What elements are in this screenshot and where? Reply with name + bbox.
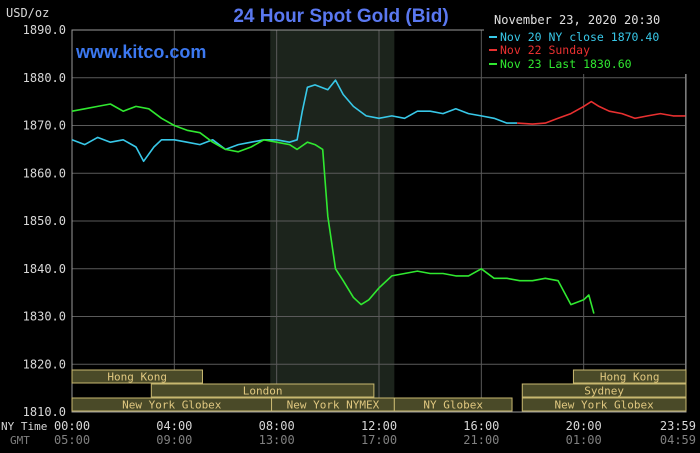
session-bar (521, 383, 687, 398)
x-tick-label-ny: 16:00 (463, 419, 499, 433)
session-label: Sydney (584, 385, 624, 398)
legend: Nov 20 NY close 1870.40 Nov 22 Sunday No… (484, 28, 692, 74)
y-tick-label: 1860.0 (23, 166, 66, 180)
legend-item-nov23: Nov 23 Last 1830.60 (500, 57, 632, 71)
x-tick-label-ny: 08:00 (259, 419, 295, 433)
session-ny-globex: NY Globex (393, 397, 513, 412)
session-sydney: Sydney (521, 383, 687, 398)
watermark: www.kitco.com (75, 42, 206, 62)
legend-item-nov22: Nov 22 Sunday (500, 43, 590, 57)
x-tick-label-gmt: 05:00 (54, 433, 90, 447)
session-new-york-nymex: New York NYMEX (271, 397, 395, 412)
series-nov-23-last-1830-60 (71, 103, 595, 314)
y-tick-label: 1830.0 (23, 310, 66, 324)
session-bar (572, 369, 687, 384)
session-new-york-globex: New York Globex (521, 397, 687, 412)
legend-item-nov20: Nov 20 NY close 1870.40 (500, 30, 659, 44)
legend-box (484, 28, 692, 74)
session-label: Hong Kong (600, 371, 660, 384)
x-tick-label-ny: 20:00 (566, 419, 602, 433)
grid (71, 29, 687, 413)
session-label: New York Globex (122, 399, 222, 412)
x-tick-label-gmt: 04:59 (660, 433, 696, 447)
session-hong-kong: Hong Kong (572, 369, 687, 384)
x-tick-label-ny: 04:00 (156, 419, 192, 433)
session-bar (521, 397, 687, 412)
y-axis: 1890.0 1880.0 1870.0 1860.0 1850.0 1840.0 1830… (23, 23, 66, 419)
y-tick-label: 1840.0 (23, 262, 66, 276)
x-tick-label-ny: 12:00 (361, 419, 397, 433)
plot-frame (71, 29, 687, 413)
series-nov-20-ny-close-1870-40 (71, 79, 518, 163)
session-new-york-globex: New York Globex (71, 397, 273, 412)
y-tick-label: 1850.0 (23, 214, 66, 228)
x-tick-label-gmt: 13:00 (259, 433, 295, 447)
y-tick-label: 1810.0 (23, 405, 66, 419)
unit-label: USD/oz (6, 6, 49, 20)
session-bar (71, 369, 203, 384)
x-row-label-gmt: GMT (10, 434, 30, 447)
session-bar (150, 383, 375, 398)
x-tick-label-gmt: 01:00 (566, 433, 602, 447)
x-tick-label-gmt: 09:00 (156, 433, 192, 447)
x-tick-label-ny: 23:59 (660, 419, 696, 433)
y-tick-label: 1880.0 (23, 71, 66, 85)
series-nov-22-sunday (517, 100, 686, 125)
y-tick-label: 1890.0 (23, 23, 66, 37)
x-row-label-ny: NY Time (1, 420, 47, 433)
y-tick-label: 1870.0 (23, 119, 66, 133)
session-london: London (150, 383, 375, 398)
x-tick-label-gmt: 17:00 (361, 433, 397, 447)
session-label: Hong Kong (107, 371, 167, 384)
x-tick-label-ny: 00:00 (54, 419, 90, 433)
x-tick-label-gmt: 21:00 (463, 433, 499, 447)
session-label: New York Globex (554, 399, 654, 412)
session-bar (393, 397, 513, 412)
y-tick-label: 1820.0 (23, 357, 66, 371)
session-hong-kong: Hong Kong (71, 369, 203, 384)
price-series (71, 79, 686, 314)
session-label: New York NYMEX (287, 399, 380, 412)
session-label: NY Globex (423, 399, 483, 412)
session-label: London (243, 385, 283, 398)
chart-title: 24 Hour Spot Gold (Bid) (233, 6, 448, 27)
timestamp: November 23, 2020 20:30 (494, 13, 660, 27)
